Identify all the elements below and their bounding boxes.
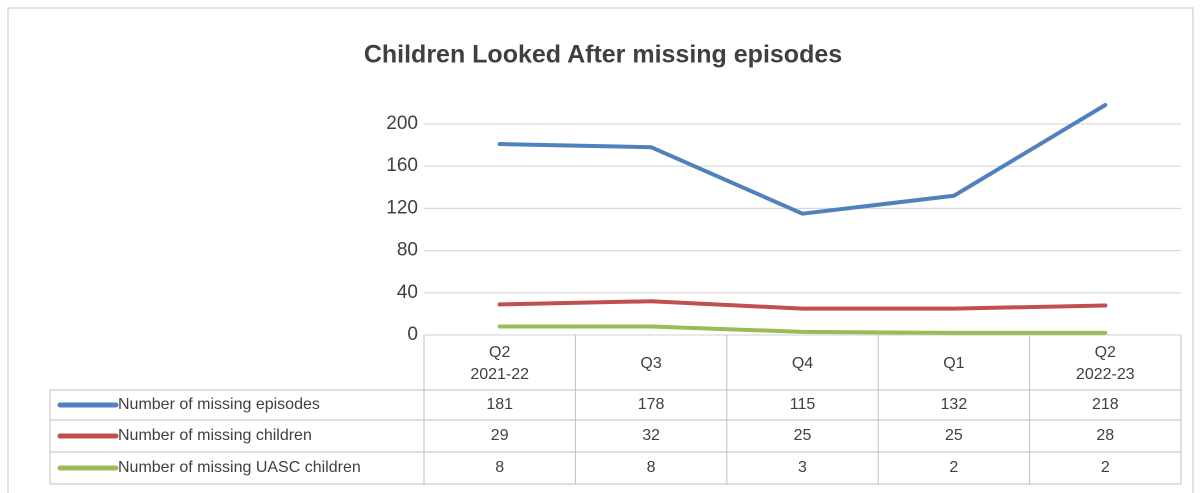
data-table-value: 25: [793, 427, 812, 444]
legend-label: Number of missing UASC children: [118, 459, 361, 476]
y-tick-label: 80: [397, 240, 418, 261]
data-table-value: 218: [1091, 396, 1119, 413]
series-line: [497, 324, 1108, 335]
x-tick-label: Q1: [943, 354, 965, 372]
x-tick-label: Q3: [640, 354, 662, 372]
series-line: [497, 299, 1108, 311]
legend-label: Number of missing children: [118, 427, 312, 444]
data-table-value: 8: [495, 459, 505, 476]
series-line: [497, 103, 1108, 216]
data-table-value: 2: [1100, 459, 1110, 476]
data-table-value: 2: [949, 459, 959, 476]
y-tick-label: 120: [386, 197, 418, 218]
legend-label: Number of missing episodes: [118, 396, 320, 413]
data-table-value: 181: [486, 396, 514, 413]
data-table-value: 132: [940, 396, 968, 413]
data-table-value: 32: [642, 427, 660, 444]
x-tick-label: Q2 2022-23: [1075, 343, 1135, 383]
x-tick-label: Q2 2021-22: [470, 343, 530, 383]
data-table-value: 25: [944, 427, 963, 444]
y-tick-label: 40: [397, 282, 418, 303]
data-table-value: 3: [798, 459, 807, 476]
y-tick-label: 200: [386, 113, 418, 134]
y-tick-label: 0: [407, 324, 418, 345]
chart-title: Children Looked After missing episodes: [364, 41, 842, 69]
x-tick-label: Q4: [791, 354, 814, 372]
data-table-value: 178: [637, 396, 665, 413]
chart-border: [7, 7, 1194, 493]
y-tick-label: 160: [386, 155, 418, 176]
data-table-value: 28: [1096, 427, 1115, 444]
data-table-value: 29: [490, 427, 509, 444]
data-table-value: 8: [646, 459, 656, 476]
data-table-value: 115: [789, 396, 816, 413]
